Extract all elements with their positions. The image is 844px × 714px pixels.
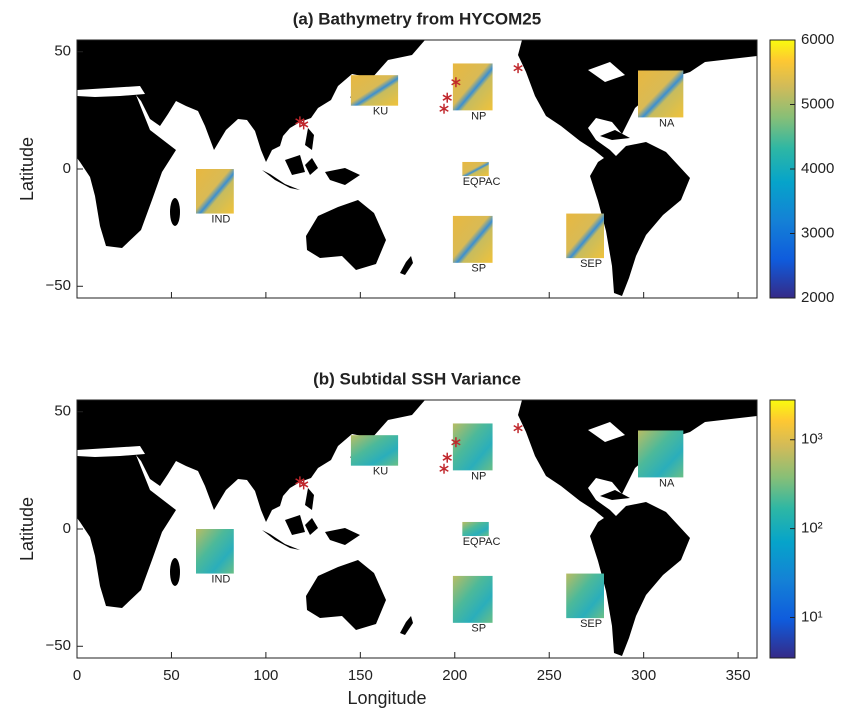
panel-title: (a) Bathymetry from HYCOM25 [293, 9, 541, 28]
star-marker [451, 437, 461, 448]
region [350, 75, 399, 106]
panels: (a) Bathymetry from HYCOM25 KU NP NA IND EQPA… [17, 9, 835, 707]
region [196, 169, 234, 214]
region-label: EQPAC [463, 536, 501, 548]
y-tick-label: −50 [46, 277, 71, 294]
region-label: SEP [580, 618, 602, 630]
region-label: NA [659, 477, 675, 489]
y-tick-label: 50 [54, 403, 71, 420]
region-label: IND [211, 213, 230, 225]
region-label: KU [373, 466, 388, 478]
region [638, 430, 684, 478]
colorbar-tick-label: 5000 [801, 95, 834, 112]
map-panel: (b) Subtidal SSH Variance KU NP NA IND EQPAC S… [17, 369, 823, 707]
region [462, 161, 489, 177]
colorbar-tick-label: 10³ [801, 431, 823, 448]
region [452, 63, 493, 111]
star-marker [442, 452, 452, 463]
region-label: EQPAC [463, 176, 501, 188]
x-tick-label: 100 [253, 667, 278, 684]
region [350, 435, 399, 466]
y-tick-label: 0 [63, 520, 71, 537]
region [196, 529, 234, 574]
region-label: IND [211, 573, 230, 585]
panel-title: (b) Subtidal SSH Variance [313, 369, 521, 388]
x-tick-label: 300 [631, 667, 656, 684]
x-tick-label: 0 [73, 667, 81, 684]
star-marker [442, 92, 452, 103]
region-label: NP [471, 110, 486, 122]
star-marker [513, 423, 523, 434]
colorbar-tick-label: 10² [801, 520, 823, 537]
colorbar-tick-label: 10¹ [801, 608, 823, 625]
region [566, 573, 604, 619]
region-label: SP [471, 623, 486, 635]
x-axis-label: Longitude [347, 688, 426, 708]
region-label: SP [471, 263, 486, 275]
colorbar-tick-label: 2000 [801, 289, 834, 306]
region-label: NA [659, 117, 675, 129]
star-marker [513, 63, 523, 74]
y-axis-label: Latitude [17, 497, 37, 561]
region-label: NP [471, 470, 486, 482]
y-tick-label: 0 [63, 160, 71, 177]
map-panel: (a) Bathymetry from HYCOM25 KU NP NA IND EQPA… [17, 9, 835, 305]
region-label: KU [373, 106, 388, 118]
star-marker [451, 77, 461, 88]
star-marker [298, 479, 309, 490]
x-tick-label: 250 [537, 667, 562, 684]
y-axis-label: Latitude [17, 137, 37, 201]
region [638, 70, 684, 118]
region-label: SEP [580, 258, 602, 270]
region [462, 521, 489, 537]
region [452, 215, 493, 263]
x-tick-label: 350 [726, 667, 751, 684]
colorbar-tick-label: 4000 [801, 160, 834, 177]
x-tick-label: 150 [348, 667, 373, 684]
colorbar-tick-label: 3000 [801, 224, 834, 241]
y-tick-label: 50 [54, 43, 71, 60]
star-marker [439, 463, 449, 474]
x-tick-label: 200 [442, 667, 467, 684]
star-marker [298, 119, 309, 130]
star-marker [439, 103, 449, 114]
region [452, 423, 493, 471]
x-tick-label: 50 [163, 667, 180, 684]
region [566, 213, 604, 259]
y-tick-label: −50 [46, 637, 71, 654]
colorbar-tick-label: 6000 [801, 31, 834, 48]
region [452, 575, 493, 623]
